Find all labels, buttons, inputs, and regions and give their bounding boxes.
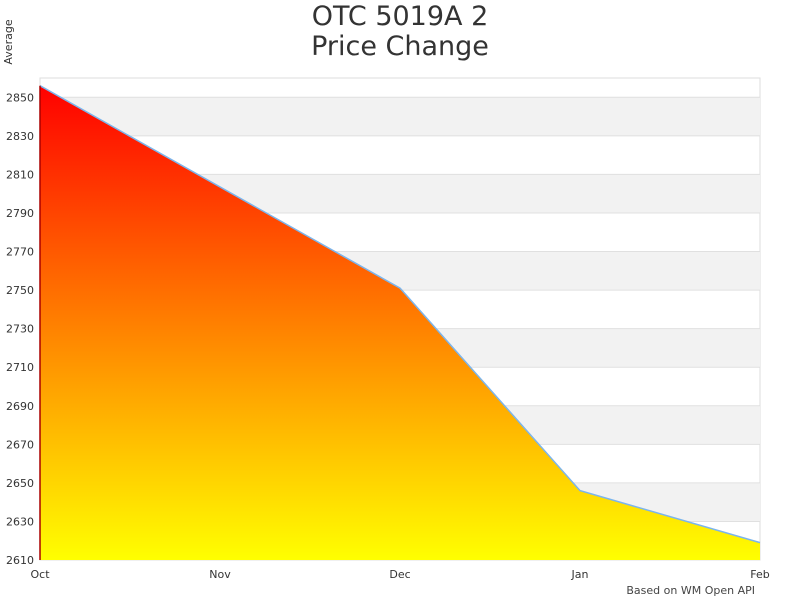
x-tick-label: Nov [209, 568, 231, 581]
chart-title-line1: OTC 5019A 2 [311, 1, 489, 32]
y-tick-label: 2850 [6, 91, 34, 104]
x-tick-label: Dec [389, 568, 410, 581]
series-line [39, 85, 761, 544]
y-tick-label: 2670 [6, 438, 34, 451]
y-tick-label: 2690 [6, 400, 34, 413]
x-tick-label: Oct [30, 568, 50, 581]
credit-text: Based on WM Open API [626, 584, 755, 597]
x-tick-label: Jan [571, 568, 589, 581]
y-tick-label: 2650 [6, 477, 34, 490]
y-tick-label: 2630 [6, 515, 34, 528]
y-tick-label: 2810 [6, 168, 34, 181]
x-tick-label: Feb [750, 568, 769, 581]
y-axis-title: Average [2, 19, 15, 64]
y-tick-label: 2610 [6, 554, 34, 567]
y-tick-label: 2830 [6, 130, 34, 143]
chart-title: OTC 5019A 2 Price Change [0, 2, 800, 62]
area-fill [40, 85, 760, 560]
y-tick-label: 2710 [6, 361, 34, 374]
y-tick-label: 2770 [6, 246, 34, 259]
y-tick-label: 2790 [6, 207, 34, 220]
plot-band [40, 97, 760, 136]
chart-title-line2: Price Change [311, 31, 489, 62]
y-tick-label: 2730 [6, 323, 34, 336]
y-tick-label: 2750 [6, 284, 34, 297]
